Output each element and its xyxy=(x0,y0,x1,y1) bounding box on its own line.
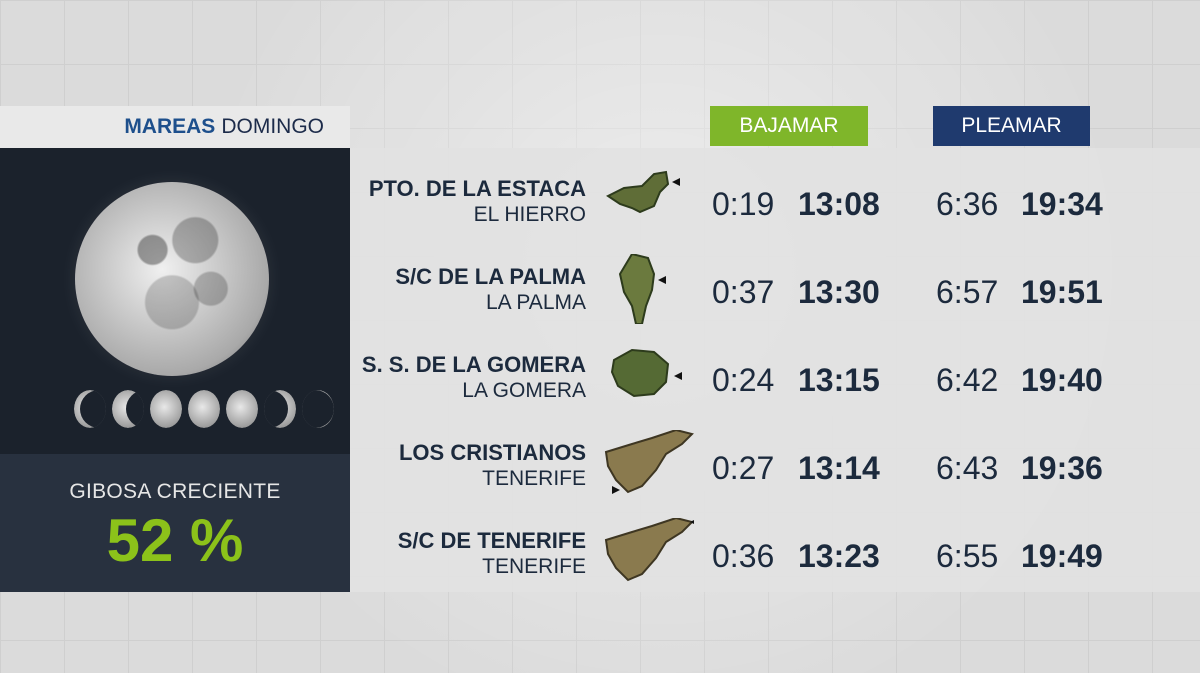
tide-row: LOS CRISTIANOS TENERIFE 0:27 13:14 6:43 … xyxy=(350,420,1200,508)
low-tide-time-2: 13:08 xyxy=(798,186,880,222)
moon-phase-icon xyxy=(264,390,296,428)
tide-row: S/C DE TENERIFE TENERIFE 0:36 13:23 6:55… xyxy=(350,508,1200,596)
high-tide-time-2: 19:49 xyxy=(1021,538,1103,574)
island-name: LA PALMA xyxy=(486,291,586,314)
port-label: S/C DE TENERIFE TENERIFE xyxy=(398,528,586,580)
high-tide-time-1: 6:57 xyxy=(936,274,999,310)
port-label: PTO. DE LA ESTACA EL HIERRO xyxy=(369,176,586,228)
moon-phase-icon xyxy=(112,390,144,428)
low-tide-time-2: 13:30 xyxy=(798,274,880,310)
moon-phases-strip xyxy=(74,390,334,428)
low-tide-time-2: 13:15 xyxy=(798,362,880,398)
island-name: LA GOMERA xyxy=(462,379,586,402)
moon-image xyxy=(75,182,269,376)
la-gomera-island-icon xyxy=(610,348,682,398)
la-palma-island-icon xyxy=(618,254,666,324)
high-tide-time-2: 19:34 xyxy=(1021,186,1103,222)
island-name: TENERIFE xyxy=(482,467,586,490)
tide-row: S/C DE LA PALMA LA PALMA 0:37 13:30 6:57… xyxy=(350,244,1200,332)
port-label: LOS CRISTIANOS TENERIFE xyxy=(399,440,586,492)
high-tide-time-2: 19:40 xyxy=(1021,362,1103,398)
tenerife-island-icon xyxy=(604,430,694,494)
moon-phase-name: GIBOSA CRECIENTE xyxy=(69,480,281,503)
island-name: TENERIFE xyxy=(482,555,586,578)
title-day: DOMINGO xyxy=(221,115,324,138)
low-tide-time-2: 13:14 xyxy=(798,450,880,486)
moon-phase-icon xyxy=(302,390,334,428)
moon-phase-icon xyxy=(74,390,106,428)
high-tide-time-1: 6:42 xyxy=(936,362,999,398)
low-tide-time-1: 0:24 xyxy=(712,362,775,398)
low-tide-time-1: 0:19 xyxy=(712,186,775,222)
tenerife-island-icon xyxy=(604,518,694,582)
port-label: S/C DE LA PALMA LA PALMA xyxy=(395,264,586,316)
tide-row: PTO. DE LA ESTACA EL HIERRO 0:19 13:08 6… xyxy=(350,156,1200,244)
port-label: S. S. DE LA GOMERA LA GOMERA xyxy=(362,352,586,404)
low-tide-time-1: 0:37 xyxy=(712,274,775,310)
moon-phase-icon xyxy=(226,390,258,428)
port-name: S/C DE TENERIFE xyxy=(397,528,586,553)
island-name: EL HIERRO xyxy=(473,203,586,226)
port-name: PTO. DE LA ESTACA xyxy=(368,176,586,201)
title-strong: MAREAS xyxy=(124,115,216,138)
high-tide-time-1: 6:55 xyxy=(936,538,999,574)
low-tide-time-2: 13:23 xyxy=(798,538,880,574)
port-name: S/C DE LA PALMA xyxy=(395,264,586,289)
moon-phase-icon xyxy=(150,390,182,428)
moon-phase-box: GIBOSA CRECIENTE 52 % xyxy=(0,454,350,592)
high-tide-time-2: 19:36 xyxy=(1021,450,1103,486)
tide-row: S. S. DE LA GOMERA LA GOMERA 0:24 13:15 … xyxy=(350,332,1200,420)
moon-illumination: 52 % xyxy=(106,507,244,574)
low-tide-time-1: 0:27 xyxy=(712,450,775,486)
column-header-high-tide: PLEAMAR xyxy=(933,106,1090,146)
low-tide-time-1: 0:36 xyxy=(712,538,775,574)
column-header-low-tide: BAJAMAR xyxy=(710,106,868,146)
port-name: S. S. DE LA GOMERA xyxy=(361,352,586,377)
high-tide-time-2: 19:51 xyxy=(1021,274,1103,310)
port-name: LOS CRISTIANOS xyxy=(398,440,586,465)
high-tide-time-1: 6:43 xyxy=(936,450,999,486)
high-tide-time-1: 6:36 xyxy=(936,186,999,222)
tides-title: MAREAS DOMINGO xyxy=(0,106,350,148)
el-hierro-island-icon xyxy=(606,170,680,214)
moon-phase-icon xyxy=(188,390,220,428)
